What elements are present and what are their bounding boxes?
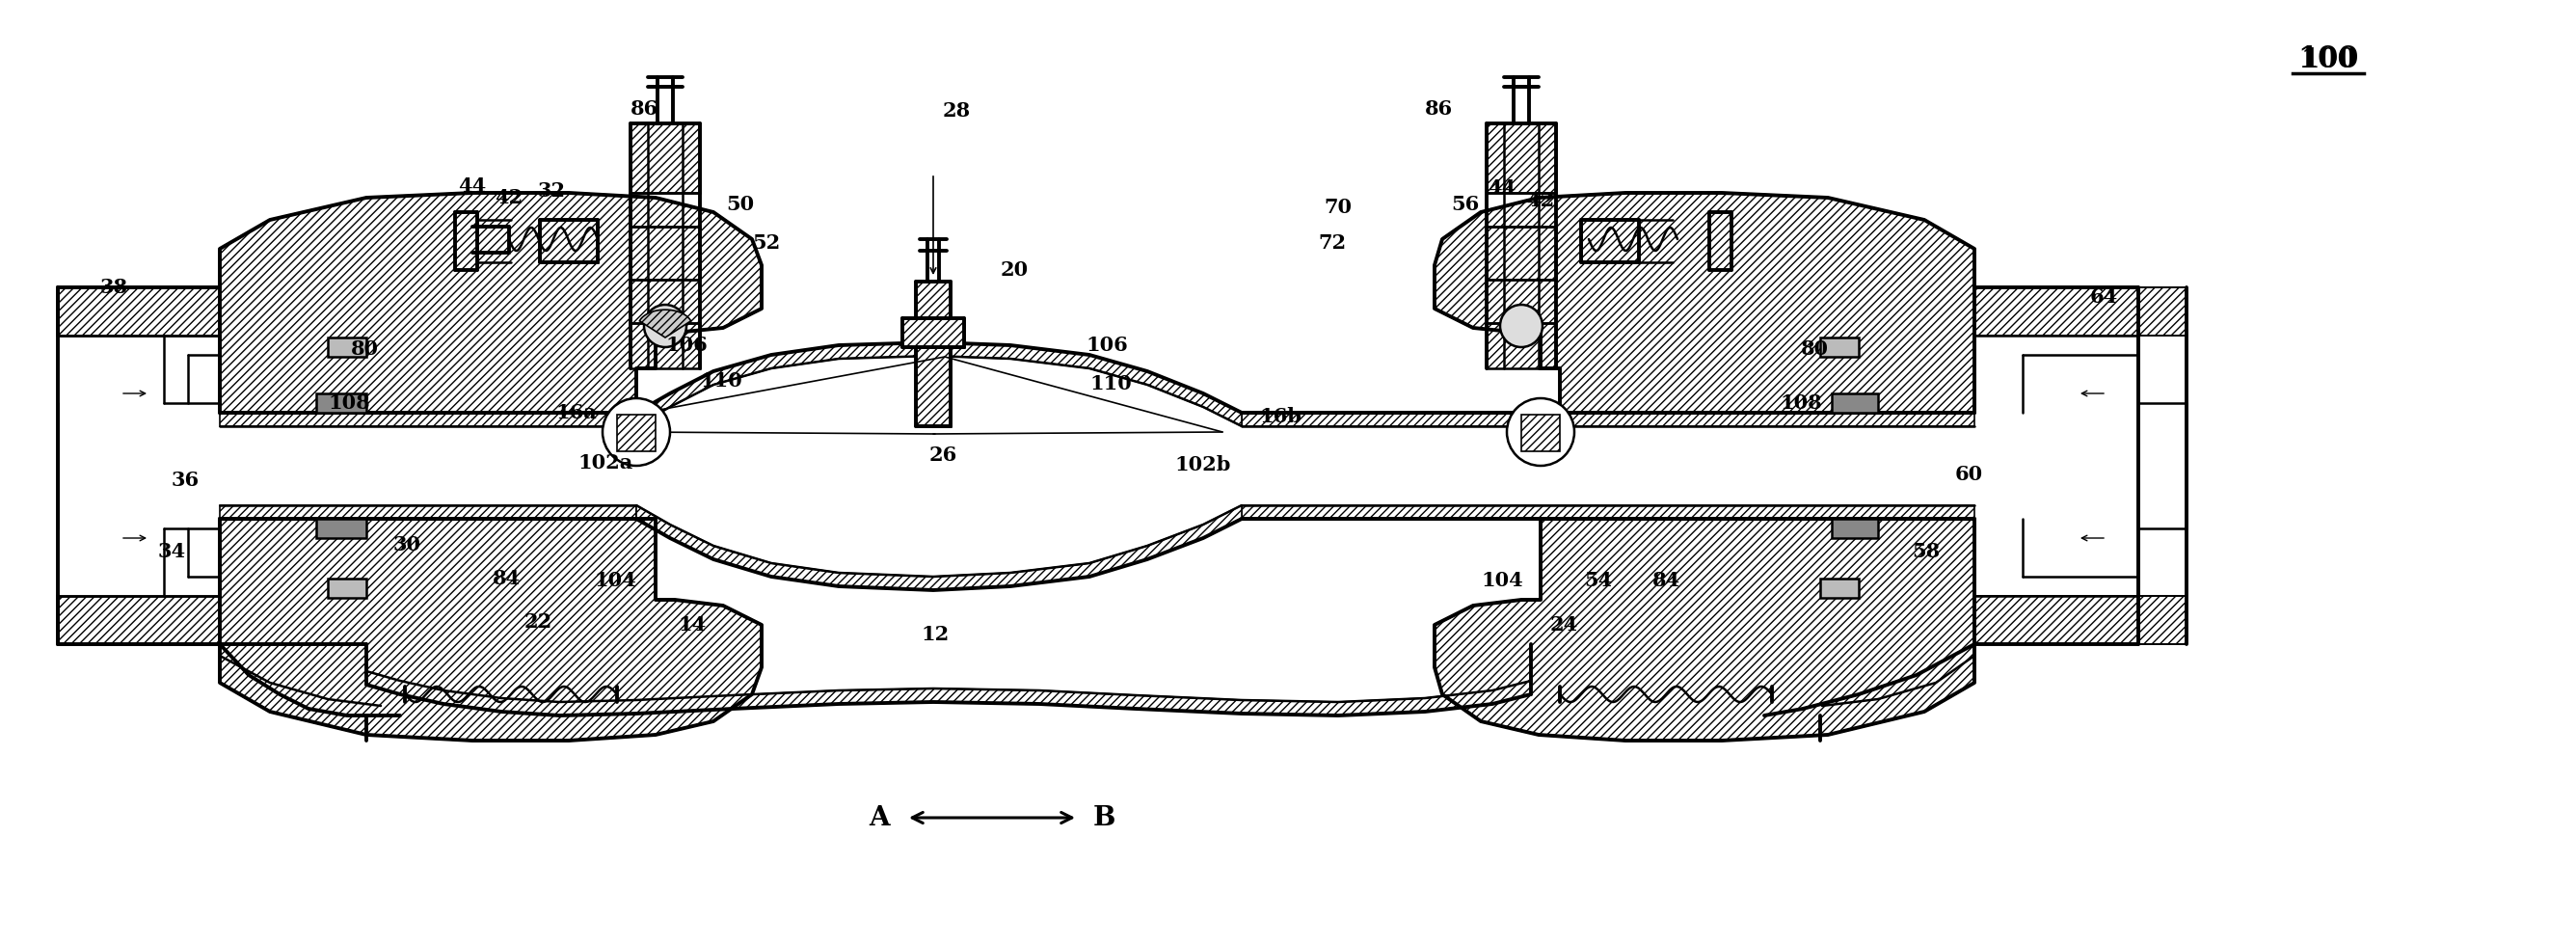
Polygon shape [631,227,701,280]
Polygon shape [2138,287,2187,335]
Text: 56: 56 [1450,195,1479,215]
Text: A: A [868,805,889,831]
Text: 26: 26 [930,445,956,465]
Polygon shape [1435,519,1973,741]
Text: 64: 64 [2089,287,2117,306]
Polygon shape [1973,596,2138,644]
Polygon shape [917,282,951,426]
Text: 42: 42 [495,188,523,207]
Text: 80: 80 [1801,339,1829,359]
Text: 36: 36 [170,471,198,490]
Polygon shape [1242,413,1973,426]
Text: 14: 14 [677,615,706,634]
Circle shape [603,398,670,466]
Polygon shape [636,342,1242,426]
Text: 16b: 16b [1260,407,1301,426]
Polygon shape [57,596,219,644]
Polygon shape [1486,124,1556,193]
Text: 50: 50 [726,195,755,215]
Text: 22: 22 [523,612,551,631]
Text: 24: 24 [1551,615,1579,634]
Text: 102a: 102a [577,454,634,472]
Text: 58: 58 [1911,541,1940,561]
Circle shape [1507,398,1574,466]
Polygon shape [2138,596,2187,644]
Text: 44: 44 [1489,179,1517,198]
Text: 86: 86 [1425,99,1453,119]
Polygon shape [1522,415,1561,452]
Polygon shape [1242,506,1973,519]
Text: 110: 110 [1090,374,1131,393]
Text: 104: 104 [595,571,636,590]
Text: 102b: 102b [1175,455,1231,474]
Circle shape [644,304,685,347]
Text: 72: 72 [1319,233,1347,252]
Polygon shape [618,415,654,452]
Polygon shape [219,519,762,741]
Polygon shape [317,519,366,538]
Text: 84: 84 [492,569,520,588]
Text: 12: 12 [922,625,948,644]
Polygon shape [327,337,366,357]
Text: 16a: 16a [556,404,598,422]
Text: 108: 108 [1780,393,1821,413]
Text: 100: 100 [2298,44,2360,75]
Polygon shape [1486,323,1556,369]
Text: 70: 70 [1324,198,1352,217]
Text: 30: 30 [394,535,420,555]
Circle shape [1499,304,1543,347]
Polygon shape [1821,578,1860,598]
Polygon shape [1973,287,2138,335]
Text: 106: 106 [665,335,708,355]
Polygon shape [1486,227,1556,280]
Text: 52: 52 [752,233,781,252]
Polygon shape [219,413,636,426]
Text: 60: 60 [1955,465,1984,484]
Polygon shape [902,318,963,347]
Text: 44: 44 [459,177,487,196]
Text: 28: 28 [943,101,971,121]
Text: 54: 54 [1584,571,1613,590]
Text: 104: 104 [1481,571,1522,590]
Text: 38: 38 [100,278,129,297]
Polygon shape [317,393,366,413]
Polygon shape [1832,519,1878,538]
Polygon shape [1435,193,1973,413]
Polygon shape [57,287,219,335]
Polygon shape [327,578,366,598]
Polygon shape [219,193,762,413]
Text: 32: 32 [538,181,567,200]
Polygon shape [1582,220,1638,263]
Polygon shape [631,323,701,369]
Text: 110: 110 [701,371,742,390]
Text: 42: 42 [1528,191,1556,210]
Text: 100: 100 [2300,46,2357,73]
Text: 80: 80 [350,339,379,359]
Text: 34: 34 [157,541,185,561]
Text: 84: 84 [1651,571,1680,590]
Polygon shape [541,220,598,263]
Polygon shape [636,506,1242,590]
Text: 106: 106 [1084,335,1128,355]
Text: B: B [1092,805,1115,831]
Polygon shape [366,671,1530,715]
Polygon shape [639,310,690,337]
Text: 108: 108 [327,393,371,413]
Polygon shape [219,506,636,519]
Polygon shape [1832,393,1878,413]
Text: 86: 86 [631,99,657,119]
Polygon shape [1821,337,1860,357]
Polygon shape [631,124,701,193]
Text: 20: 20 [999,261,1028,280]
